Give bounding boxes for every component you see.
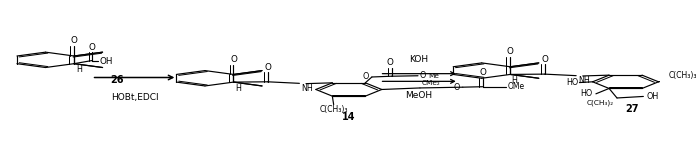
Text: O: O — [507, 47, 514, 56]
Text: KOH: KOH — [409, 55, 429, 64]
Text: OH: OH — [100, 57, 113, 66]
Text: O: O — [362, 73, 369, 82]
Text: O: O — [230, 55, 237, 64]
Text: O: O — [70, 36, 77, 45]
Text: O: O — [479, 68, 486, 77]
Text: HOBt,EDCI: HOBt,EDCI — [111, 93, 158, 102]
Text: H: H — [77, 65, 83, 74]
Text: C(CH₃)₃: C(CH₃)₃ — [668, 71, 696, 80]
Text: HO: HO — [566, 78, 578, 87]
Text: H: H — [235, 84, 241, 93]
Text: HO: HO — [580, 89, 592, 98]
Text: O: O — [387, 58, 394, 66]
Text: C(CH₃)₂: C(CH₃)₂ — [587, 99, 614, 106]
Text: MeOH: MeOH — [406, 91, 433, 100]
Text: NH: NH — [578, 76, 590, 85]
Text: O: O — [453, 83, 459, 92]
Text: CMe₂: CMe₂ — [422, 80, 441, 86]
Text: C(CH₃)₃: C(CH₃)₃ — [319, 105, 348, 114]
Text: OH: OH — [647, 92, 659, 101]
Text: 14: 14 — [342, 112, 356, 122]
Text: 26: 26 — [110, 75, 124, 85]
Text: H: H — [512, 76, 517, 85]
Text: Me: Me — [429, 73, 439, 79]
Text: O: O — [264, 62, 271, 71]
Text: O: O — [88, 43, 95, 52]
Text: O: O — [541, 55, 548, 64]
Text: O: O — [420, 71, 427, 80]
Text: NH: NH — [301, 84, 313, 93]
Text: OMe: OMe — [507, 82, 525, 91]
Text: 27: 27 — [626, 104, 639, 114]
